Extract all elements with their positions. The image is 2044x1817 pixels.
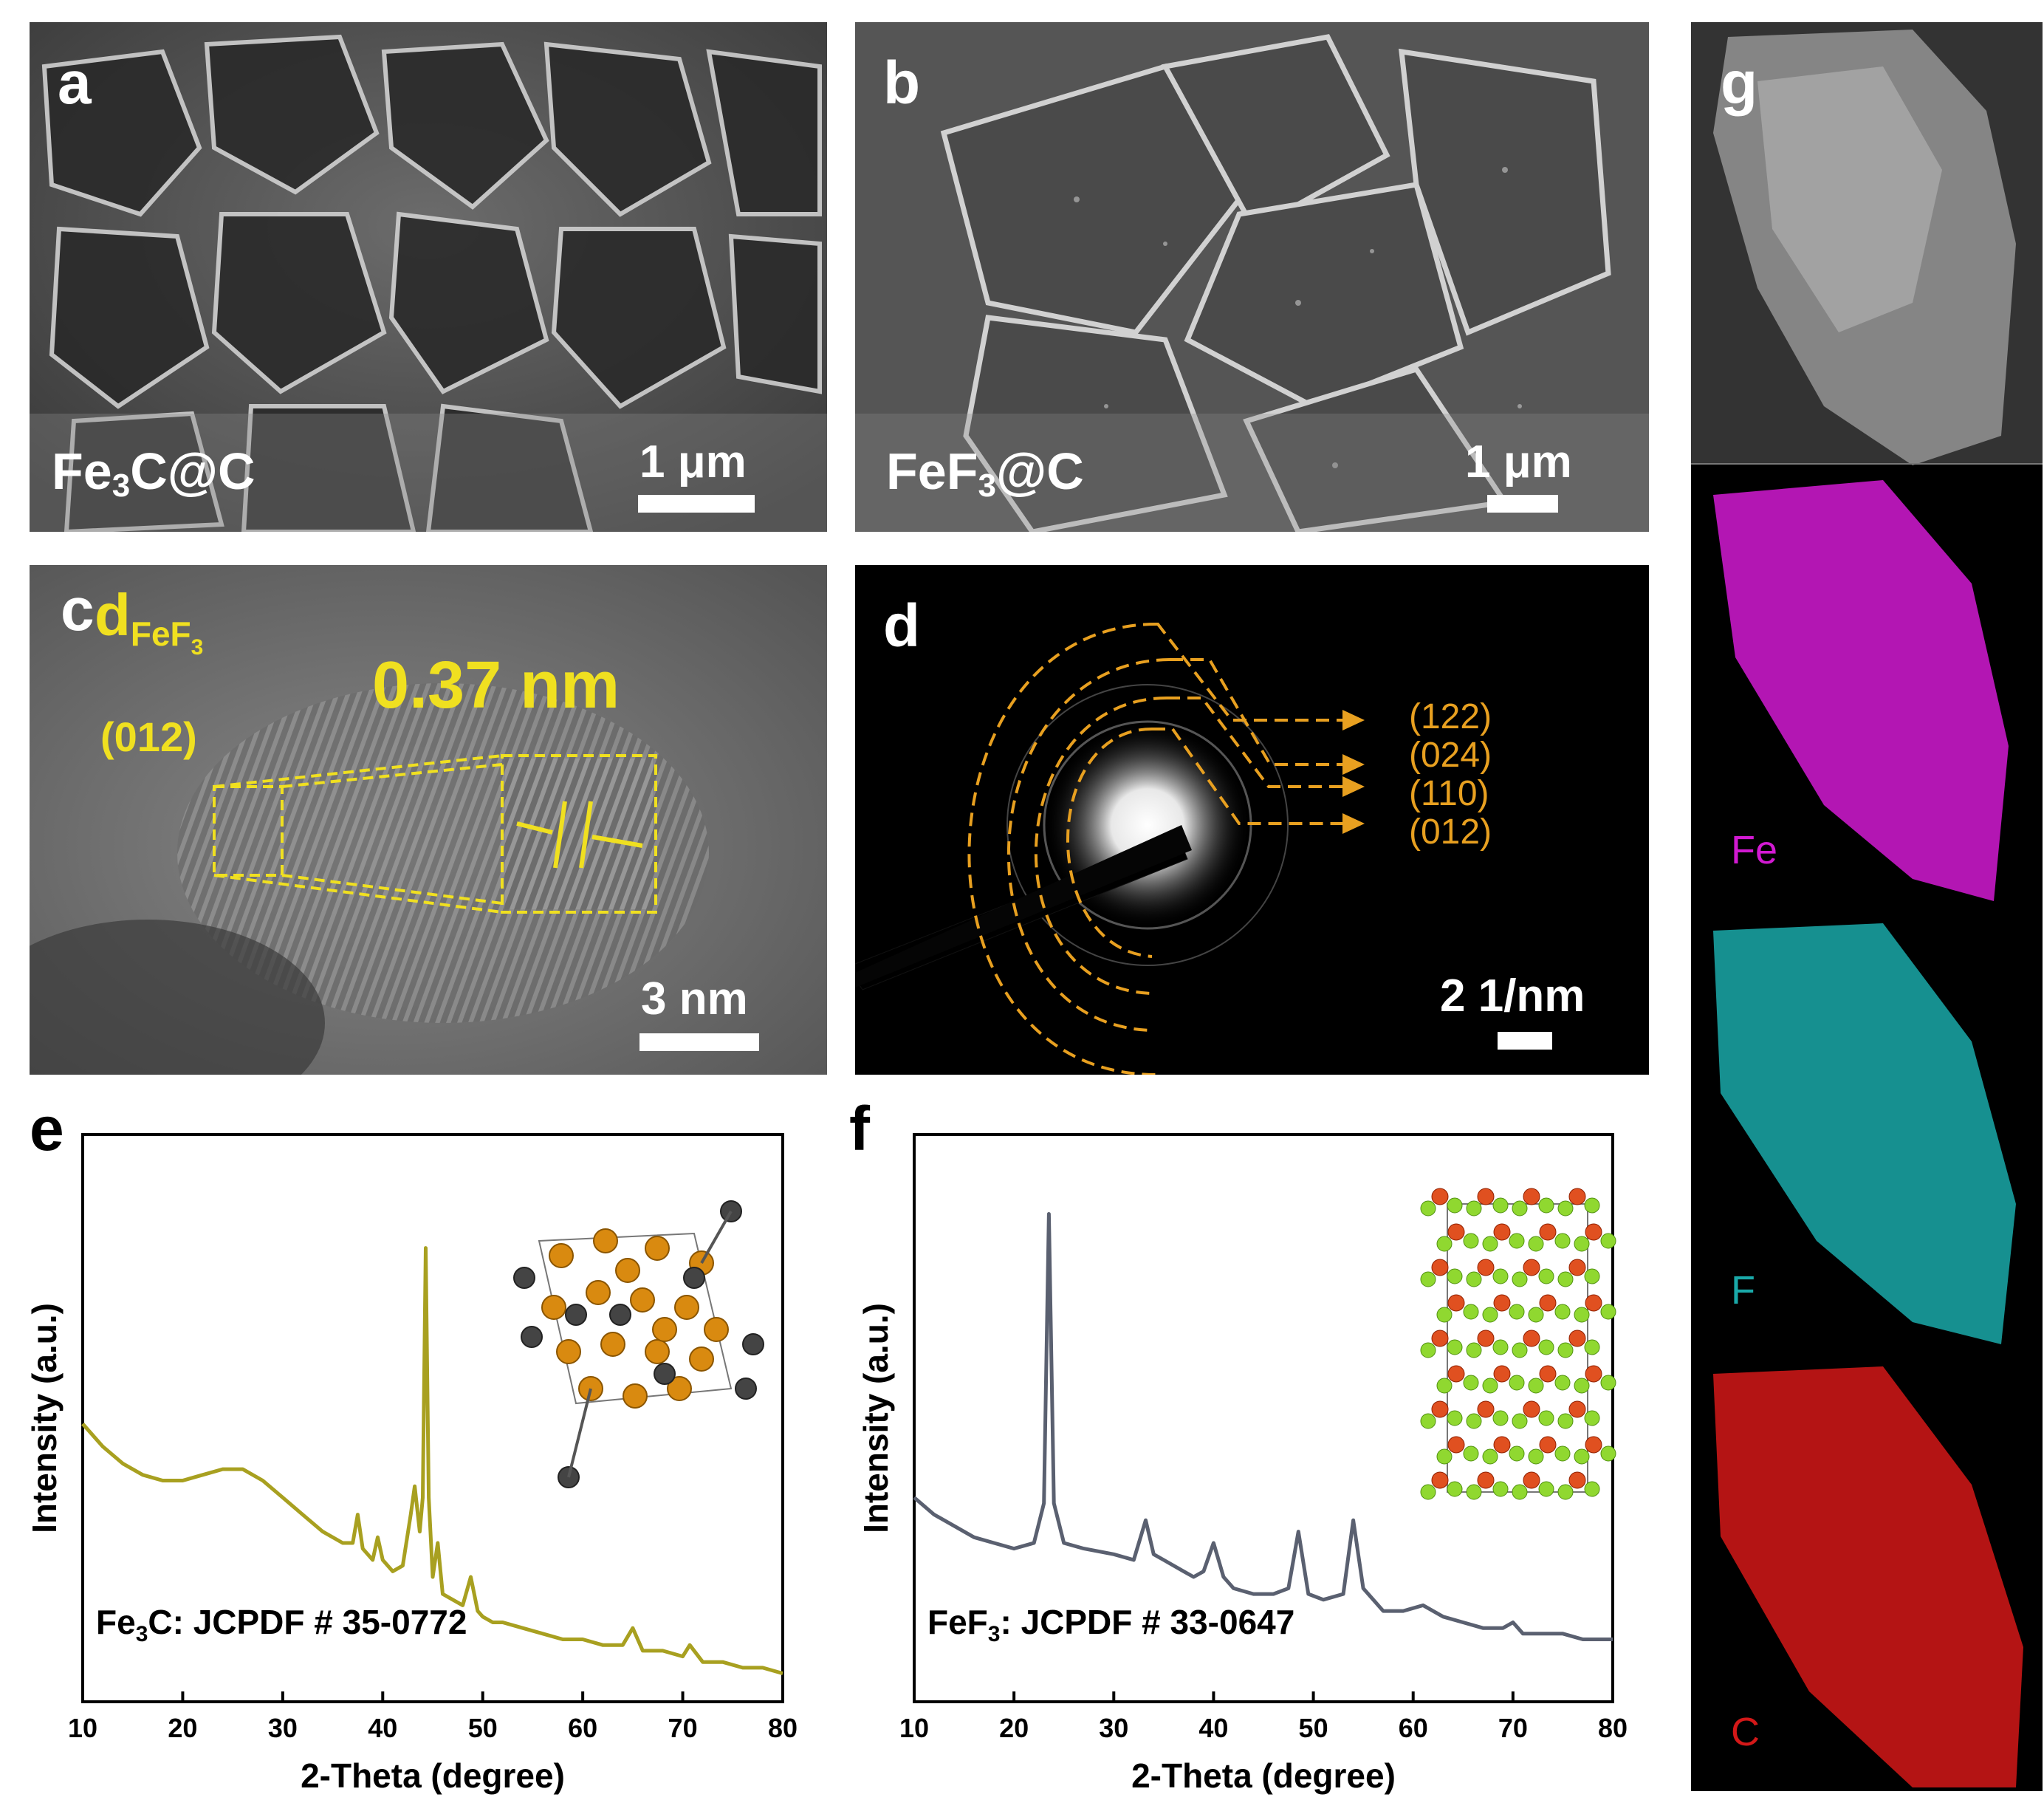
panel-d-ring-110: (110)	[1409, 774, 1489, 813]
jcpdf-annotation: FeF3: JCPDF # 33-0647	[927, 1603, 1294, 1646]
panel-a-sample-label: Fe3C@C	[52, 442, 256, 504]
panel-d-ring-122: (122)	[1409, 697, 1492, 736]
hrtem-image	[30, 565, 827, 1075]
panel-g-eds-mapping: g Fe F C	[1691, 22, 2043, 1791]
x-tick-label: 80	[1598, 1713, 1628, 1743]
annotation-main: FeF	[927, 1603, 988, 1641]
y-axis-label: Intensity (a.u.)	[857, 1303, 895, 1533]
panel-c-d-sub-sub: 3	[191, 635, 204, 660]
panel-b-label-tail: @C	[995, 442, 1084, 500]
saed-pattern	[855, 623, 1365, 1075]
x-tick-label: 60	[568, 1713, 597, 1743]
panel-c-scale-bar	[639, 1033, 759, 1051]
panel-g-label-c: C	[1731, 1710, 1760, 1754]
panel-d-letter: d	[883, 592, 921, 660]
panel-b-sample-label: FeF3@C	[886, 442, 1084, 504]
x-tick-label: 70	[668, 1713, 698, 1743]
x-axis-label: 2-Theta (degree)	[1131, 1756, 1396, 1795]
panel-d-saed-image: d (122) (024) (110) (012) 2 1/nm	[855, 565, 1649, 1075]
x-tick-label: 20	[999, 1713, 1029, 1743]
panel-c-plane: (012)	[100, 714, 197, 760]
annotation-tail: C: JCPDF # 35-0772	[148, 1603, 467, 1641]
x-tick-label: 20	[168, 1713, 197, 1743]
plot-frame	[913, 1133, 1614, 1703]
x-axis-label: 2-Theta (degree)	[301, 1756, 565, 1795]
panel-e-letter: e	[30, 1094, 64, 1163]
panel-b-sem-image: b FeF3@C 1 μm	[855, 22, 1649, 532]
f-map-region	[1713, 923, 2016, 1344]
panel-a-scale-text: 1 μm	[639, 437, 747, 487]
panel-b-label-main: FeF	[886, 442, 978, 500]
x-tick-label: 30	[1099, 1713, 1128, 1743]
panel-g-label-f: F	[1731, 1268, 1755, 1313]
panel-a-label-tail: C@C	[130, 442, 256, 500]
x-tick-label: 60	[1399, 1713, 1428, 1743]
fe3c-crystal-structure-inset	[513, 1200, 764, 1488]
panel-d-ring-012: (012)	[1409, 812, 1492, 852]
ring-arrowheads	[1342, 710, 1365, 834]
x-tick-label: 50	[1299, 1713, 1328, 1743]
c-map-region	[1713, 1366, 2023, 1787]
panel-c-hrtem-image: c dFeF3 (012) 0.37 nm 3 nm	[30, 565, 827, 1075]
jcpdf-annotation: Fe3C: JCPDF # 35-0772	[96, 1603, 467, 1646]
sem-image-fe3c	[30, 22, 827, 532]
sem-image-fef3	[855, 22, 1649, 532]
xrd-series-line	[81, 1246, 783, 1676]
plot-frame	[81, 1133, 784, 1703]
fe-map-region	[1713, 480, 2009, 901]
panel-g-label-fe: Fe	[1731, 828, 1778, 872]
panel-b-letter: b	[883, 49, 921, 117]
x-tick-label: 10	[899, 1713, 929, 1743]
panel-c-spacing: 0.37 nm	[372, 649, 620, 722]
x-tick-label: 70	[1498, 1713, 1528, 1743]
panel-a-label-sub: 3	[112, 468, 131, 504]
panel-c-scale-text: 3 nm	[641, 973, 748, 1024]
panel-d-ring-024: (024)	[1409, 736, 1492, 775]
panel-f-letter: f	[849, 1094, 870, 1163]
annotation-tail: : JCPDF # 33-0647	[1000, 1603, 1294, 1641]
panel-c-d-main: d	[95, 582, 131, 648]
panel-d-scale-bar	[1498, 1032, 1552, 1050]
annotation-main: Fe	[96, 1603, 136, 1641]
x-tick-label: 30	[268, 1713, 298, 1743]
panel-b-scale-text: 1 μm	[1465, 437, 1572, 487]
panel-a-sem-image: a Fe3C@C 1 μm	[30, 22, 827, 532]
panel-a-scale-bar	[638, 495, 755, 513]
annotation-sub: 3	[136, 1622, 148, 1646]
diffraction-rings	[967, 623, 1342, 1075]
panel-c-d-label: dFeF3	[95, 581, 203, 660]
panel-g-letter: g	[1721, 49, 1758, 117]
x-tick-label: 80	[768, 1713, 798, 1743]
fef3-crystal-structure-inset	[1420, 1188, 1616, 1500]
panel-a-letter: a	[58, 49, 92, 117]
panel-c-letter: c	[61, 576, 95, 643]
annotation-sub: 3	[988, 1622, 1001, 1646]
chart-e-xrd: 10 20 30 40 50 60 70 80 2-Theta (degree) Intensit…	[25, 1133, 798, 1795]
panel-b-scale-bar	[1487, 495, 1558, 513]
x-tick-label: 50	[468, 1713, 498, 1743]
panel-a-label-main: Fe	[52, 442, 112, 500]
x-tick-label: 40	[1198, 1713, 1228, 1743]
x-tick-label: 10	[68, 1713, 97, 1743]
xrd-series-line	[913, 1212, 1613, 1641]
eds-maps	[1691, 22, 2043, 1787]
y-axis-label: Intensity (a.u.)	[25, 1303, 64, 1533]
spacing-arrows	[516, 801, 643, 869]
panel-b-label-sub: 3	[978, 468, 996, 504]
x-tick-label: 40	[368, 1713, 397, 1743]
zoom-box	[213, 754, 657, 914]
panel-d-scale-text: 2 1/nm	[1440, 971, 1585, 1022]
panel-c-d-sub: FeF	[130, 615, 191, 653]
chart-f-xrd: 10 20 30 40 50 60 70 80 2-Theta (degree) Intensit…	[857, 1133, 1628, 1795]
